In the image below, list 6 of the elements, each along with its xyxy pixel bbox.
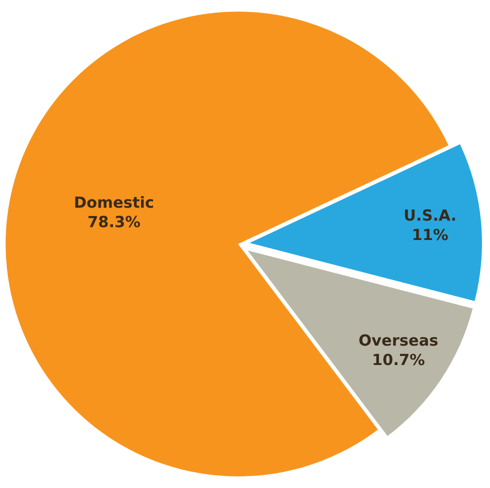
data-label: 11% [414,228,448,240]
slice-label: U.S.A. [405,209,455,221]
data-label: 10.7% [374,354,424,366]
slice-label: Domestic [75,196,154,208]
slice-label: Overseas [359,334,438,346]
data-label: 78.3% [88,216,140,228]
